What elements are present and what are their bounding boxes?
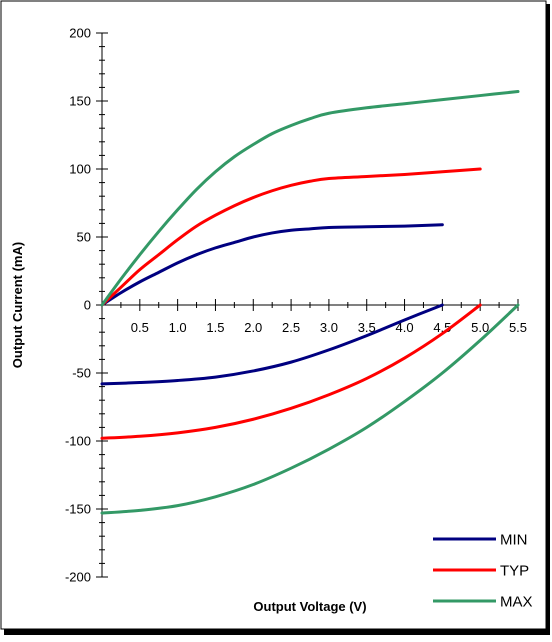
x-tick-label: 2.0	[244, 320, 262, 335]
y-tick-label: -100	[65, 434, 91, 449]
legend-label-max: MAX	[500, 594, 533, 611]
y-axis-title: Output Current (mA)	[10, 242, 25, 368]
y-tick-label: -50	[72, 366, 91, 381]
axes: 200 150 100 50 0 -50 -100 -150 -200 0.5 1.0 1.5 2.0 2…	[65, 26, 527, 585]
y-tick-label: -150	[65, 502, 91, 517]
x-tick-label: 2.5	[282, 320, 300, 335]
series-max-positive-line	[100, 89, 520, 307]
y-tick-label: 100	[69, 162, 91, 177]
y-tick-label: 0	[84, 298, 91, 313]
x-tick-label: 3.0	[320, 320, 338, 335]
x-tick-label: 4.0	[396, 320, 414, 335]
x-tick-label: 1.0	[169, 320, 187, 335]
legend-label-min: MIN	[500, 532, 528, 549]
y-tick-label: 150	[69, 94, 91, 109]
frame-border	[0, 0, 547, 630]
series-layer	[100, 89, 520, 515]
x-tick-label: 3.5	[358, 320, 376, 335]
series-min-negative-line	[100, 303, 444, 386]
y-tick-label: 200	[69, 26, 91, 41]
legend: MIN TYP MAX	[433, 532, 533, 611]
series-min-positive-line	[100, 223, 444, 307]
x-tick-label: 0.5	[131, 320, 149, 335]
series-typ-positive-line	[100, 167, 482, 307]
y-tick-label: 50	[77, 230, 91, 245]
x-tick-label: 1.5	[206, 320, 224, 335]
x-tick-label: 5.0	[471, 320, 489, 335]
series-typ-negative-line	[100, 303, 482, 440]
series-max-negative-line	[100, 303, 520, 515]
y-tick-label: -200	[65, 570, 91, 585]
x-axis-title: Output Voltage (V)	[253, 599, 366, 614]
x-tick-label: 5.5	[509, 320, 527, 335]
legend-label-typ: TYP	[500, 563, 529, 580]
